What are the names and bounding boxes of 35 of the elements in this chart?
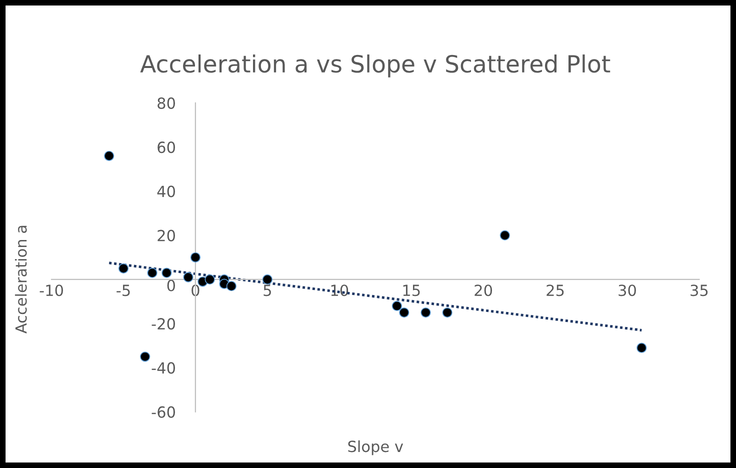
x-tick-label: 15 — [403, 284, 420, 296]
chart-title: Acceleration a vs Slope v Scattered Plot — [140, 54, 610, 78]
y-tick-label: 40 — [157, 186, 175, 198]
x-tick-label: 25 — [546, 284, 564, 296]
point — [140, 352, 150, 362]
x-axis-title: Slope v — [348, 440, 404, 456]
point — [190, 252, 201, 262]
y-tick-label: 60 — [158, 142, 175, 154]
point — [147, 268, 158, 278]
point — [500, 230, 510, 240]
point — [399, 307, 410, 318]
point — [204, 274, 215, 285]
point — [636, 342, 647, 353]
x-tick-label: 20 — [474, 284, 492, 296]
point — [183, 272, 194, 282]
x-tick-label: -5 — [116, 284, 130, 296]
point — [442, 307, 452, 318]
y-tick-label: -60 — [152, 406, 175, 418]
y-tick-label: 80 — [158, 97, 175, 109]
x-tick-label: 5 — [264, 284, 271, 296]
point — [162, 268, 172, 278]
point — [226, 281, 237, 292]
y-axis-title: Acceleration a — [14, 226, 27, 334]
point — [104, 150, 114, 161]
point — [262, 274, 272, 285]
y-tick-label: -20 — [152, 318, 175, 330]
point — [420, 307, 431, 318]
x-tick-label: 30 — [618, 284, 636, 296]
x-tick-label: 10 — [331, 284, 348, 296]
point — [392, 300, 402, 312]
x-tick-label: 35 — [690, 284, 708, 296]
point — [118, 263, 129, 274]
y-tick-label: -40 — [152, 362, 175, 374]
x-tick-label: -10 — [40, 284, 63, 296]
y-tick-label: 20 — [158, 230, 175, 242]
